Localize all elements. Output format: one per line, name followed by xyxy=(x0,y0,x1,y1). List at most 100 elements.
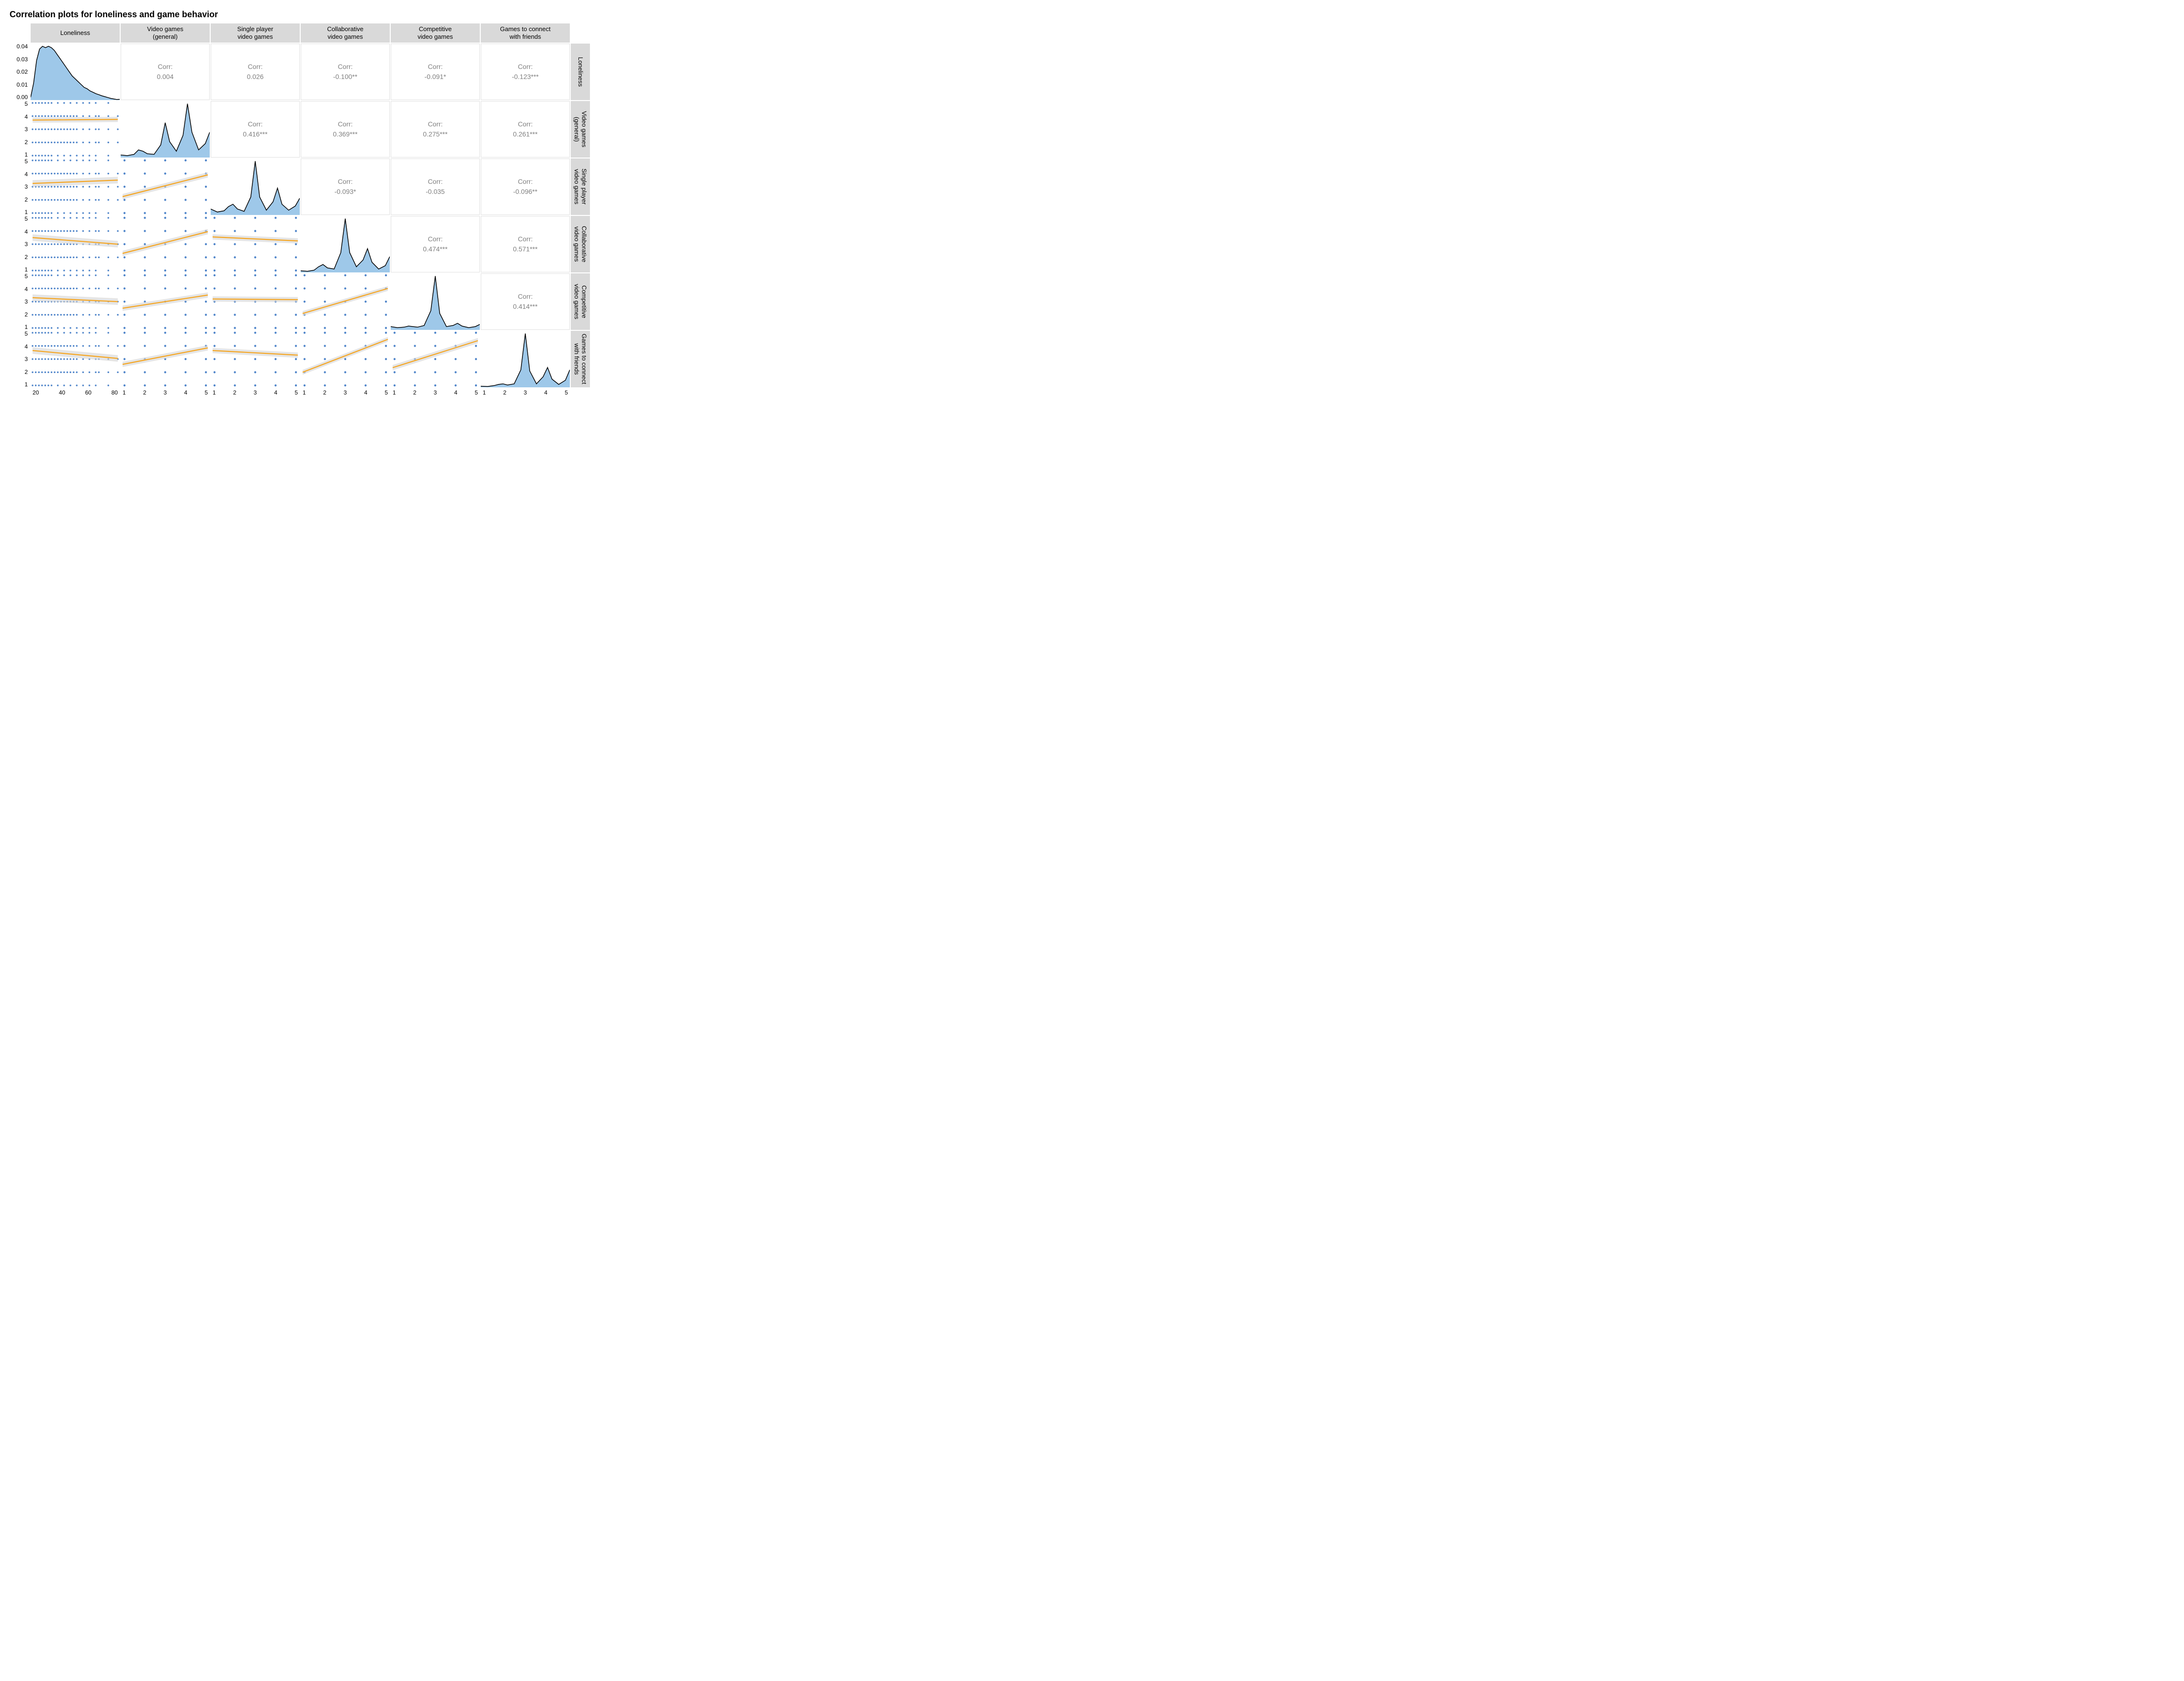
tick-label: 1 xyxy=(24,324,28,330)
scatter-cell xyxy=(121,216,210,272)
corner-blank xyxy=(571,388,590,399)
tick-label: 3 xyxy=(24,126,28,132)
density-cell xyxy=(391,273,480,330)
tick-label: 5 xyxy=(294,389,298,396)
tick-label: 40 xyxy=(59,389,65,396)
corr-value: 0.261*** xyxy=(513,129,537,139)
tick-label: 4 xyxy=(24,286,28,292)
tick-label: 5 xyxy=(24,331,28,337)
corr-cell: Corr:-0.093* xyxy=(301,158,390,215)
corr-value: 0.416*** xyxy=(243,129,267,139)
tick-label: 5 xyxy=(565,389,568,396)
chart-title: Correlation plots for loneliness and gam… xyxy=(10,10,2174,20)
tick-label: 4 xyxy=(184,389,187,396)
tick-label: 3 xyxy=(24,356,28,362)
corr-cell: Corr:-0.100** xyxy=(301,44,390,100)
corr-value: -0.035 xyxy=(426,187,445,197)
corr-value: -0.093* xyxy=(334,187,356,197)
density-cell xyxy=(481,331,570,387)
tick-label: 2 xyxy=(143,389,147,396)
density-cell xyxy=(31,44,120,100)
tick-label: 1 xyxy=(393,389,396,396)
tick-label: 1 xyxy=(24,209,28,215)
tick-label: 2 xyxy=(413,389,417,396)
tick-label: 4 xyxy=(24,114,28,120)
tick-label: 2 xyxy=(24,197,28,203)
row-header: Games to connectwith friends xyxy=(571,331,590,387)
tick-label: 1 xyxy=(123,389,126,396)
tick-label: 3 xyxy=(24,241,28,247)
tick-label: 80 xyxy=(112,389,118,396)
tick-label: 0.03 xyxy=(17,56,28,62)
corr-label: Corr: xyxy=(518,119,532,129)
tick-label: 1 xyxy=(303,389,306,396)
corner-blank xyxy=(10,388,30,399)
corr-label: Corr: xyxy=(248,62,262,72)
corr-value: 0.414*** xyxy=(513,302,537,312)
corr-label: Corr: xyxy=(428,177,442,187)
tick-label: 2 xyxy=(24,254,28,260)
corr-label: Corr: xyxy=(518,177,532,187)
corr-value: -0.091* xyxy=(424,72,446,82)
tick-label: 4 xyxy=(364,389,367,396)
col-header: Collaborativevideo games xyxy=(301,23,390,43)
tick-label: 2 xyxy=(503,389,507,396)
corr-label: Corr: xyxy=(518,292,532,302)
scatter-cell xyxy=(301,273,390,330)
scatter-cell xyxy=(211,216,300,272)
scatter-cell xyxy=(121,331,210,387)
corr-value: -0.100** xyxy=(333,72,358,82)
scatter-cell xyxy=(31,216,120,272)
y-axis-ticks: 54321 xyxy=(10,158,30,215)
corr-cell: Corr:-0.096** xyxy=(481,158,570,215)
y-axis-ticks: 54321 xyxy=(10,273,30,330)
corr-cell: Corr:0.416*** xyxy=(211,101,300,158)
scatter-cell xyxy=(31,158,120,215)
y-axis-ticks: 0.040.030.020.010.00 xyxy=(10,44,30,100)
corr-label: Corr: xyxy=(518,234,532,244)
x-axis-ticks: 12345 xyxy=(301,388,390,399)
tick-label: 3 xyxy=(434,389,437,396)
col-header: Single playervideo games xyxy=(211,23,300,43)
tick-label: 3 xyxy=(344,389,347,396)
row-header: Video games(general) xyxy=(571,101,590,158)
row-header: Competitivevideo games xyxy=(571,273,590,330)
corner-blank xyxy=(10,23,30,43)
scatter-cell xyxy=(121,158,210,215)
corr-cell: Corr:0.414*** xyxy=(481,273,570,330)
tick-label: 4 xyxy=(544,389,547,396)
tick-label: 3 xyxy=(524,389,527,396)
tick-label: 60 xyxy=(85,389,91,396)
col-header: Loneliness xyxy=(31,23,120,43)
corr-value: 0.369*** xyxy=(333,129,357,139)
scatter-cell xyxy=(301,331,390,387)
corr-value: 0.004 xyxy=(157,72,173,82)
col-header: Video games(general) xyxy=(121,23,210,43)
corr-cell: Corr:0.571*** xyxy=(481,216,570,272)
tick-label: 4 xyxy=(24,171,28,177)
corr-label: Corr: xyxy=(428,234,442,244)
corr-label: Corr: xyxy=(158,62,172,72)
tick-label: 20 xyxy=(33,389,39,396)
corr-value: 0.474*** xyxy=(423,244,447,254)
row-header: Collaborativevideo games xyxy=(571,216,590,272)
col-header: Games to connectwith friends xyxy=(481,23,570,43)
x-axis-ticks: 12345 xyxy=(211,388,300,399)
density-cell xyxy=(121,101,210,158)
corr-cell: Corr:0.004 xyxy=(121,44,210,100)
y-axis-ticks: 54321 xyxy=(10,101,30,158)
scatter-cell xyxy=(391,331,480,387)
tick-label: 0.02 xyxy=(17,69,28,75)
x-axis-ticks: 12345 xyxy=(481,388,570,399)
corr-cell: Corr:0.275*** xyxy=(391,101,480,158)
tick-label: 3 xyxy=(24,184,28,190)
tick-label: 0.00 xyxy=(17,94,28,100)
tick-label: 1 xyxy=(24,382,28,387)
density-cell xyxy=(211,158,300,215)
tick-label: 3 xyxy=(24,299,28,305)
tick-label: 2 xyxy=(24,369,28,375)
scatter-cell xyxy=(211,331,300,387)
tick-label: 1 xyxy=(24,152,28,158)
corr-cell: Corr:0.026 xyxy=(211,44,300,100)
tick-label: 2 xyxy=(24,139,28,145)
